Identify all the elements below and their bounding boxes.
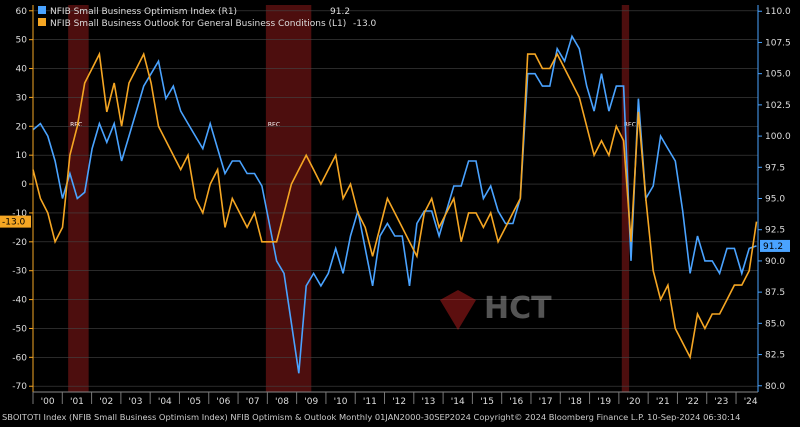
legend-outlook-last: -13.0 [353, 19, 377, 29]
last-value-tag-optimism [760, 239, 790, 252]
left-tick-label: 40 [16, 65, 28, 75]
recession-band [621, 5, 630, 392]
recession-label: REC [268, 121, 280, 128]
axes: 60 50 40 30 20 10 0 -10 -20 -30 -40 -50 -60 -70 110.0 1… [0, 5, 791, 407]
right-tick-label: 107.5 [765, 38, 791, 48]
right-tick-label: 90.0 [765, 257, 785, 267]
x-tick-label: '05 [187, 397, 201, 407]
x-tick-label: '23 [714, 397, 728, 407]
x-tick-label: '03 [129, 397, 143, 407]
right-tick-label: 110.0 [765, 7, 791, 17]
left-tick-label: -20 [12, 238, 27, 248]
right-tick-label: 80.0 [765, 382, 785, 392]
watermark-logo: HCT [440, 290, 552, 330]
x-tick-label: '06 [216, 397, 230, 407]
x-tick-label: '20 [627, 397, 641, 407]
left-tick-label: 10 [16, 151, 28, 161]
x-tick-label: '24 [744, 397, 758, 407]
x-tick-label: '00 [41, 397, 55, 407]
x-tick-label: '12 [392, 397, 406, 407]
x-tick-label: '15 [480, 397, 494, 407]
right-tick-label: 87.5 [765, 288, 785, 298]
legend: NFIB Small Business Optimism Index (R1) … [38, 6, 377, 29]
x-tick-label: '18 [568, 397, 582, 407]
footer-source: SBOITOTI Index (NFIB Small Business Opti… [2, 412, 740, 422]
left-tick-label: 0 [21, 180, 27, 190]
left-tick-label: 20 [16, 122, 28, 132]
right-tick-label: 92.5 [765, 226, 785, 236]
right-tick-label: 82.5 [765, 351, 785, 361]
legend-optimism: NFIB Small Business Optimism Index (R1) [50, 7, 237, 17]
left-tick-label: 50 [16, 36, 28, 46]
right-tick-label: 105.0 [765, 70, 791, 80]
recession-label: REC [624, 121, 636, 128]
last-value-text-optimism: 91.2 [763, 242, 783, 252]
x-tick-label: '22 [685, 397, 699, 407]
x-tick-label: '09 [304, 397, 318, 407]
x-tick-label: '10 [334, 397, 348, 407]
right-tick-label: 100.0 [765, 132, 791, 142]
gridlines [33, 10, 758, 387]
x-tick-label: '13 [421, 397, 435, 407]
right-tick-label: 95.0 [765, 195, 785, 205]
legend-swatch-outlook [38, 18, 46, 26]
legend-swatch-optimism [38, 6, 46, 14]
x-tick-label: '08 [275, 397, 289, 407]
left-tick-label: 30 [16, 93, 28, 103]
recession-bands: REC REC REC [68, 5, 636, 392]
left-tick-label: 60 [16, 7, 28, 17]
left-tick-label: -10 [12, 209, 27, 219]
legend-optimism-last: 91.2 [330, 7, 350, 17]
series-lines [32, 34, 758, 374]
last-value-text-outlook: -13.0 [2, 218, 26, 228]
legend-outlook: NFIB Small Business Outlook for General … [50, 19, 346, 29]
last-value-tag-outlook [0, 215, 31, 228]
recession-band [265, 5, 312, 392]
left-tick-label: -40 [12, 296, 27, 306]
x-tick-label: '14 [451, 397, 465, 407]
left-tick-label: -60 [12, 353, 27, 363]
left-tick-label: -70 [12, 382, 27, 392]
recession-label: REC [70, 121, 82, 128]
left-tick-label: -50 [12, 324, 27, 334]
right-tick-label: 97.5 [765, 163, 785, 173]
x-tick-label: '17 [539, 397, 553, 407]
x-tick-label: '16 [509, 397, 523, 407]
svg-text:HCT: HCT [484, 291, 552, 326]
left-tick-label: -30 [12, 267, 27, 277]
right-tick-label: 85.0 [765, 319, 785, 329]
x-tick-label: '21 [656, 397, 670, 407]
x-tick-label: '04 [158, 397, 172, 407]
right-tick-label: 102.5 [765, 101, 791, 111]
x-tick-label: '07 [246, 397, 260, 407]
x-tick-label: '01 [70, 397, 84, 407]
x-tick-label: '19 [597, 397, 611, 407]
x-tick-label: '02 [99, 397, 113, 407]
series-line-optimism [32, 34, 757, 374]
series-line-outlook [32, 51, 758, 360]
x-tick-label: '11 [363, 397, 377, 407]
